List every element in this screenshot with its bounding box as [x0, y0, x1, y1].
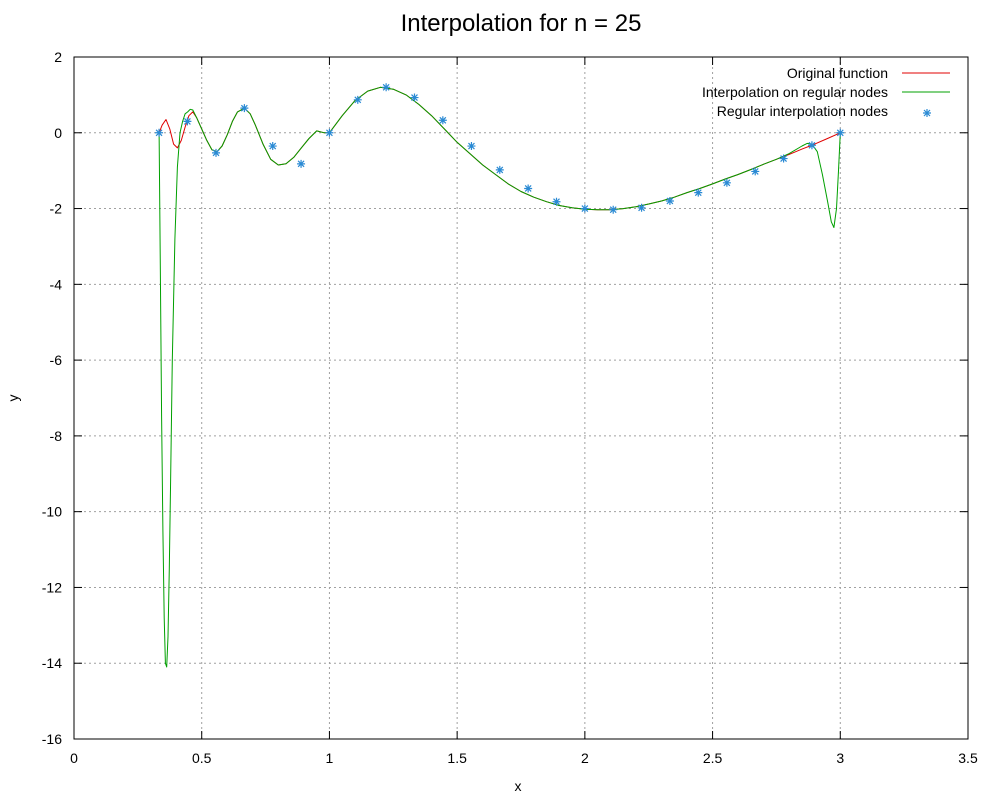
legend: Original function Interpolation on regula… [702, 65, 950, 119]
y-tick-label: -14 [42, 655, 62, 671]
data-point [836, 128, 845, 137]
series-layer [155, 83, 845, 668]
data-point [694, 188, 703, 197]
data-point [807, 141, 816, 150]
data-point [297, 159, 306, 168]
x-tick-label: 1 [326, 750, 334, 766]
plot-frame [73, 56, 969, 740]
x-tick-label: 3.5 [958, 750, 978, 766]
data-point [382, 83, 391, 92]
data-point [438, 116, 447, 125]
data-point [524, 184, 533, 193]
data-point [155, 128, 164, 137]
y-tick-label: 0 [54, 125, 62, 141]
data-point [779, 154, 788, 163]
x-tick-label: 3 [836, 750, 844, 766]
data-point [722, 178, 731, 187]
x-tick-label: 2.5 [703, 750, 723, 766]
y-tick-label: 2 [54, 49, 62, 65]
data-point [353, 95, 362, 104]
y-tick-label: -4 [50, 276, 63, 292]
data-point [268, 142, 277, 151]
x-tick-label: 2 [581, 750, 589, 766]
data-point [609, 205, 618, 214]
data-point [552, 197, 561, 206]
y-tick-label: -8 [50, 428, 63, 444]
data-point [637, 203, 646, 212]
y-tick-label: -6 [50, 352, 63, 368]
data-point [751, 167, 760, 176]
y-tick-label: -12 [42, 579, 62, 595]
chart-title: Interpolation for n = 25 [401, 10, 642, 37]
series-line [158, 86, 841, 668]
data-point [183, 117, 192, 126]
data-point [325, 128, 334, 137]
legend-label: Regular interpolation nodes [717, 103, 888, 119]
x-tick-label: 0.5 [192, 750, 212, 766]
axis-ticks: 0 0.5 1 1.5 2 2.5 3 3.5 2 0 -2 -4 -6 -8 -10 -12 -14 -16 [42, 49, 978, 766]
data-point [410, 93, 419, 102]
grid [74, 57, 968, 739]
data-point [212, 148, 221, 157]
y-tick-label: -16 [42, 731, 62, 747]
data-point [467, 142, 476, 151]
y-axis-label: y [5, 395, 21, 402]
series-3 [155, 83, 845, 214]
series-2 [158, 86, 841, 668]
y-tick-label: -10 [42, 504, 62, 520]
legend-label: Original function [787, 65, 888, 81]
x-tick-label: 0 [70, 750, 78, 766]
data-point [580, 204, 589, 213]
data-point [665, 196, 674, 205]
x-axis-label: x [515, 778, 522, 794]
y-tick-label: -2 [50, 201, 63, 217]
x-tick-label: 1.5 [447, 750, 467, 766]
data-point [495, 165, 504, 174]
data-point [240, 104, 249, 113]
legend-marker-sample [923, 109, 931, 117]
legend-label: Interpolation on regular nodes [702, 84, 888, 100]
